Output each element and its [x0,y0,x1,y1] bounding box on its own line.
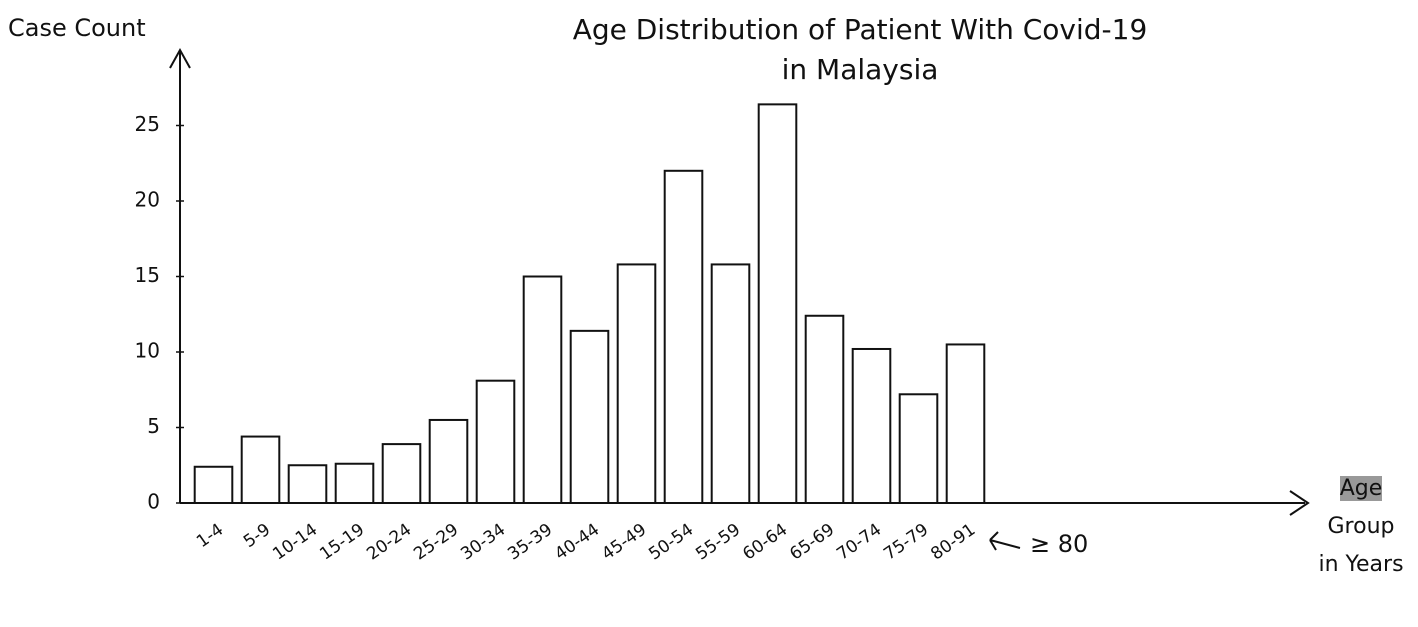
bar [571,331,609,503]
x-tick-label: 10-14 [269,520,321,565]
bar [383,444,421,503]
x-tick-label: 15-19 [316,520,368,565]
bar [853,349,891,503]
y-axis-label: Case Count [8,14,146,42]
x-tick-label: 25-29 [410,520,462,565]
annotation: ≥ 80 [1030,530,1088,558]
y-tick-label: 20 [135,188,160,212]
bar [618,264,656,503]
x-tick-label: 70-74 [833,520,885,565]
bar [712,264,750,503]
y-tick-label: 10 [135,339,160,363]
x-tick-label: 40-44 [551,520,603,565]
bar [524,277,562,504]
bar [900,394,938,503]
bar [289,465,327,503]
y-tick-label: 0 [147,490,160,514]
x-tick-label: 65-69 [786,520,838,565]
bar [665,171,703,503]
bar [759,104,797,503]
page: 05101520251-45-910-1415-1920-2425-2930-3… [0,0,1418,627]
y-tick-label: 25 [135,112,160,136]
bar [430,420,468,503]
x-tick-label: 30-34 [457,520,509,565]
x-tick-label: 80-91 [927,520,979,565]
x-tick-label: 60-64 [739,520,791,565]
annotation-arrow [990,532,1020,550]
bar [477,381,515,503]
x-tick-label: 1-4 [193,520,227,552]
x-tick-label: 50-54 [645,520,697,565]
y-tick-label: 5 [147,414,160,438]
x-tick-label: 35-39 [504,520,556,565]
y-tick-label: 15 [135,263,160,287]
bar [195,467,233,503]
chart-title: Age Distribution of Patient With Covid-1… [560,10,1160,90]
bar [806,316,844,503]
chart: 05101520251-45-910-1415-1920-2425-2930-3… [0,0,1418,627]
bar [947,344,985,503]
bar [336,464,374,503]
x-tick-label: 55-59 [692,520,744,565]
x-axis-label: Age Group in Years [1318,470,1404,584]
x-tick-label: 20-24 [363,520,415,565]
x-tick-label: 75-79 [880,520,932,565]
x-tick-label: 45-49 [598,520,650,565]
bar [242,437,280,503]
